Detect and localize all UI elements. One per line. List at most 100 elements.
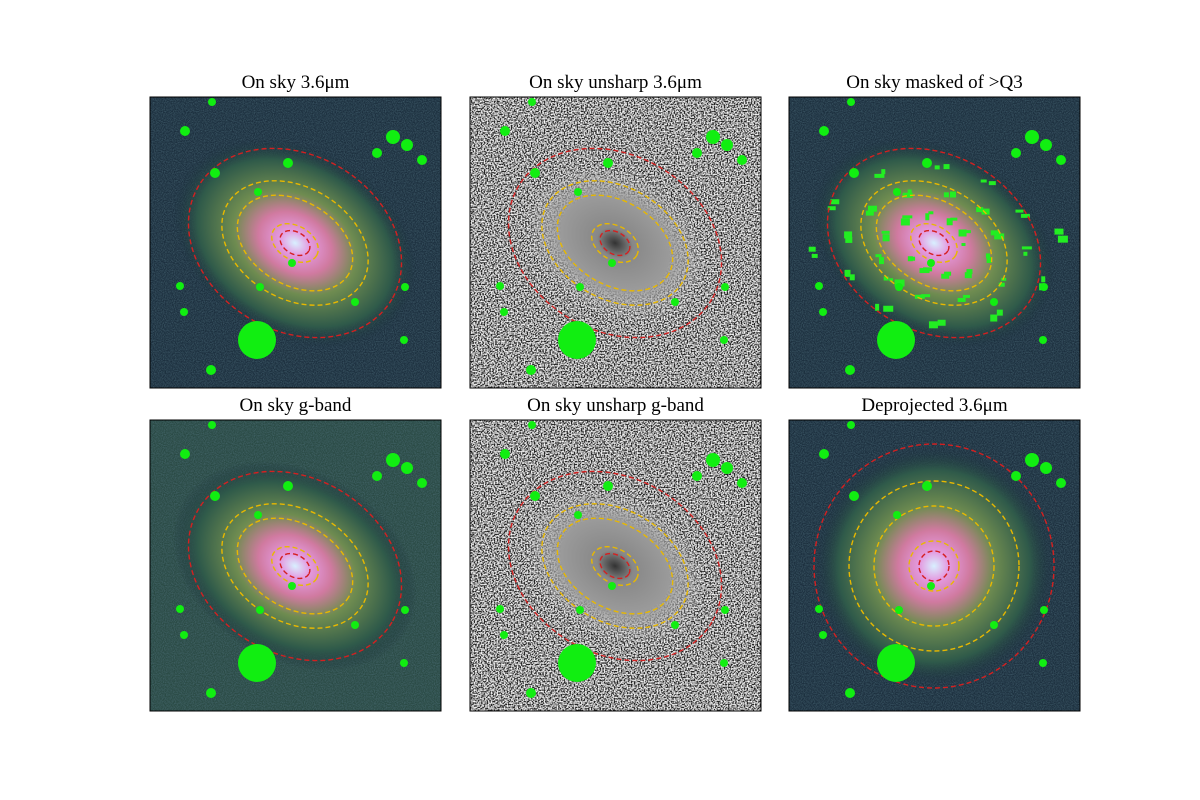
isophote-ellipse [541,180,689,306]
masked-star [1040,283,1048,291]
masked-star [721,462,733,474]
masked-star [526,365,536,375]
panel-title: On sky unsharp g-band [527,395,704,416]
masked-star [877,321,915,359]
masked-star [608,582,616,590]
mask-pixel [844,269,851,277]
mask-pixel [827,206,836,211]
mask-pixel [957,297,966,302]
mask-pixel [923,267,933,272]
masked-star [210,491,220,501]
mask-pixel [946,218,953,226]
mask-pixel [988,181,996,186]
masked-star [990,621,998,629]
isophote-ellipse [236,194,354,292]
mask-pixel [902,215,913,219]
masked-star [417,478,427,488]
isophote-ellipse [848,480,1020,652]
mask-pixel [874,173,885,178]
masked-star [500,631,508,639]
masked-star [1039,336,1047,344]
isophote-ellipse [910,222,958,264]
masked-star [1056,478,1066,488]
mask-pixel [1020,213,1030,218]
mask-pixel [900,218,910,226]
mask-pixel [998,282,1005,287]
masked-star [208,98,216,106]
mask-pixel [808,246,816,252]
masked-star [528,421,536,429]
masked-star [500,449,510,459]
masked-star [528,98,536,106]
mask-pixel [944,271,952,276]
masked-star [1025,453,1039,467]
mask-pixel [1021,246,1032,250]
isophote-ellipse [860,180,1008,306]
masked-star [819,631,827,639]
masked-star [893,511,901,519]
masked-star [927,582,935,590]
masked-star [849,168,859,178]
masked-star [574,188,582,196]
masked-star [180,126,190,136]
masked-star [671,298,679,306]
mask-pixel [962,294,970,298]
masked-star [238,321,276,359]
masked-star [845,688,855,698]
mask-pixel [928,321,938,329]
isophote-ellipse [279,229,311,257]
mask-pixel [882,234,890,242]
masked-star [603,158,613,168]
mask-pixel [958,229,967,237]
panel-title: On sky masked of >Q3 [846,72,1022,93]
isophote-ellipse [591,545,639,587]
masked-star [819,308,827,316]
mask-pixel [990,314,998,322]
mask-pixel [849,274,855,281]
image [470,97,761,388]
mask-pixel [943,192,949,198]
isophote-ellipse [873,505,995,627]
masked-star [386,453,400,467]
masked-star [895,606,903,614]
mask-pixel [830,199,840,205]
mask-pixel [966,269,973,275]
masked-star [530,491,540,501]
mask-pixel [889,278,894,282]
mask-pixel [964,272,972,279]
isophote-ellipse [908,540,960,592]
mask-pixel [907,189,912,196]
masked-star [692,148,702,158]
image [789,420,1080,711]
isophote-ellipse [918,550,950,582]
panel-frame [788,96,1081,389]
panel-title: On sky unsharp 3.6μm [529,72,702,93]
masked-star [721,283,729,291]
mask-pixel [996,309,1003,316]
mask-pixel [990,230,1000,236]
masked-star [500,126,510,136]
masked-star [351,298,359,306]
masked-star [720,659,728,667]
masked-star [254,188,262,196]
masked-star [400,336,408,344]
panel-title: On sky g-band [240,395,352,416]
image [150,420,441,711]
masked-star [574,511,582,519]
panel-frame [149,96,442,389]
masked-star [1056,155,1066,165]
masked-star [238,644,276,682]
masked-star [922,481,932,491]
masked-star [558,644,596,682]
mask-pixel [981,208,990,215]
isophote-ellipse [599,552,631,580]
image-panel [469,96,762,389]
masked-star [208,421,216,429]
image [789,97,1080,388]
image [470,420,761,711]
mask-pixel [875,303,880,311]
masked-star [496,605,504,613]
masked-star [288,582,296,590]
isophote-ellipse [918,229,950,257]
